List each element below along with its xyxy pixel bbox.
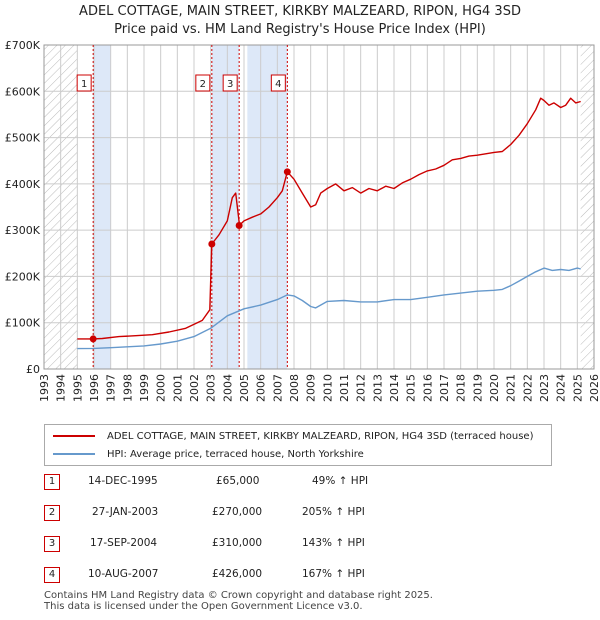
sale-point (89, 335, 97, 343)
property-price-line (77, 97, 581, 340)
sale-hpi-change: 167% ↑ HPI (302, 568, 365, 580)
x-tick-label: 1997 (105, 374, 118, 402)
legend-entry-hpi: HPI: Average price, terraced house, Nort… (53, 446, 364, 462)
sale-date: 10-AUG-2007 (88, 568, 159, 580)
x-tick-label: 1998 (121, 374, 134, 402)
sale-point (208, 240, 216, 248)
y-tick-label: £100K (5, 317, 41, 330)
x-tick-label: 2015 (405, 374, 418, 402)
legend-line-hpi (53, 453, 95, 455)
y-tick-label: £400K (5, 178, 41, 191)
sale-label: 1 (81, 79, 87, 90)
shaded-range (247, 45, 288, 369)
sale-price: £270,000 (212, 506, 263, 518)
x-tick-label: 2005 (238, 374, 251, 402)
plot-area (44, 45, 594, 369)
shaded-range (93, 45, 111, 369)
x-tick-label: 2012 (355, 374, 368, 402)
table-row: 4 10-AUG-2007 £426,000 167% ↑ HPI (44, 567, 564, 585)
sale-point (235, 222, 243, 230)
x-tick-label: 1995 (71, 374, 84, 402)
footer: Contains HM Land Registry data © Crown c… (44, 590, 433, 612)
hatched-region-after (580, 45, 594, 369)
x-tick-label: 2025 (571, 374, 584, 402)
table-row: 2 27-JAN-2003 £270,000 205% ↑ HPI (44, 505, 564, 523)
x-tick-label: 2008 (288, 374, 301, 402)
sale-date: 17-SEP-2004 (90, 537, 158, 549)
sale-label: 2 (200, 79, 206, 90)
x-tick-label: 1994 (55, 374, 68, 402)
x-tick-label: 1996 (88, 374, 101, 402)
price-chart: £0 £100K £200K £300K £400K £500K £600K £700K 199… (5, 39, 600, 402)
sale-label: 4 (275, 79, 281, 90)
x-tick-label: 2001 (171, 374, 184, 402)
legend-label-property: ADEL COTTAGE, MAIN STREET, KIRKBY MALZEA… (107, 430, 534, 442)
x-tick-label: 2026 (588, 374, 600, 402)
sale-label-box (195, 74, 211, 92)
sale-price: £310,000 (212, 537, 263, 549)
sale-point (283, 168, 291, 176)
sale-price: £426,000 (212, 568, 263, 580)
sale-price: £65,000 (216, 475, 260, 487)
legend-line-property (53, 435, 95, 437)
y-tick-label: £600K (5, 85, 41, 98)
x-tick-label: 2006 (255, 374, 268, 402)
sale-label-box (76, 74, 92, 92)
x-tick-label: 2007 (271, 374, 284, 402)
sale-number-badge: 2 (44, 505, 60, 521)
x-tick-label: 2020 (488, 374, 501, 402)
sale-number-badge: 3 (44, 536, 60, 552)
sale-label-box (270, 74, 286, 92)
x-tick-label: 1999 (138, 374, 151, 402)
sale-number-badge: 1 (44, 474, 60, 490)
y-tick-label: £500K (5, 132, 41, 145)
x-tick-label: 2010 (321, 374, 334, 402)
x-tick-label: 2009 (305, 374, 318, 402)
x-tick-label: 2024 (555, 374, 568, 402)
plot-border (43, 44, 595, 370)
legend-entry-property: ADEL COTTAGE, MAIN STREET, KIRKBY MALZEA… (53, 428, 534, 444)
table-row: 1 14-DEC-1995 £65,000 49% ↑ HPI (44, 474, 564, 492)
x-tick-label: 2014 (388, 374, 401, 402)
x-tick-label: 2000 (155, 374, 168, 402)
sale-number-badge: 4 (44, 567, 60, 583)
x-tick-label: 2022 (521, 374, 534, 402)
sale-label: 3 (227, 79, 233, 90)
x-tick-label: 2003 (205, 374, 218, 402)
y-tick-label: £300K (5, 224, 41, 237)
footer-copyright: Contains HM Land Registry data © Crown c… (44, 590, 433, 601)
y-tick-label: £200K (5, 270, 41, 283)
sale-date: 27-JAN-2003 (92, 506, 159, 518)
x-tick-label: 2019 (471, 374, 484, 402)
sale-hpi-change: 205% ↑ HPI (302, 506, 365, 518)
chart-title: ADEL COTTAGE, MAIN STREET, KIRKBY MALZEA… (79, 4, 521, 19)
legend-label-hpi: HPI: Average price, terraced house, Nort… (107, 448, 364, 460)
x-tick-label: 2021 (505, 374, 518, 402)
x-tick-label: 2013 (371, 374, 384, 402)
x-tick-label: 1993 (38, 374, 51, 402)
x-tick-label: 2011 (338, 374, 351, 402)
x-tick-label: 2018 (455, 374, 468, 402)
shaded-range (211, 45, 240, 369)
sale-label-box (222, 74, 238, 92)
x-tick-label: 2004 (221, 374, 234, 402)
x-tick-label: 2016 (421, 374, 434, 402)
chart-legend: ADEL COTTAGE, MAIN STREET, KIRKBY MALZEA… (44, 424, 552, 466)
x-tick-label: 2023 (538, 374, 551, 402)
sale-hpi-change: 49% ↑ HPI (312, 475, 369, 487)
sale-hpi-change: 143% ↑ HPI (302, 537, 365, 549)
footer-licence: This data is licensed under the Open Gov… (44, 601, 363, 612)
chart-subtitle: Price paid vs. HM Land Registry's House … (114, 22, 486, 37)
x-tick-label: 2002 (188, 374, 201, 402)
hpi-line (77, 267, 581, 350)
x-tick-label: 2017 (438, 374, 451, 402)
y-tick-label: £700K (5, 39, 41, 52)
y-tick-label: £0 (26, 363, 40, 376)
sale-date: 14-DEC-1995 (88, 475, 158, 487)
table-row: 3 17-SEP-2004 £310,000 143% ↑ HPI (44, 536, 564, 554)
